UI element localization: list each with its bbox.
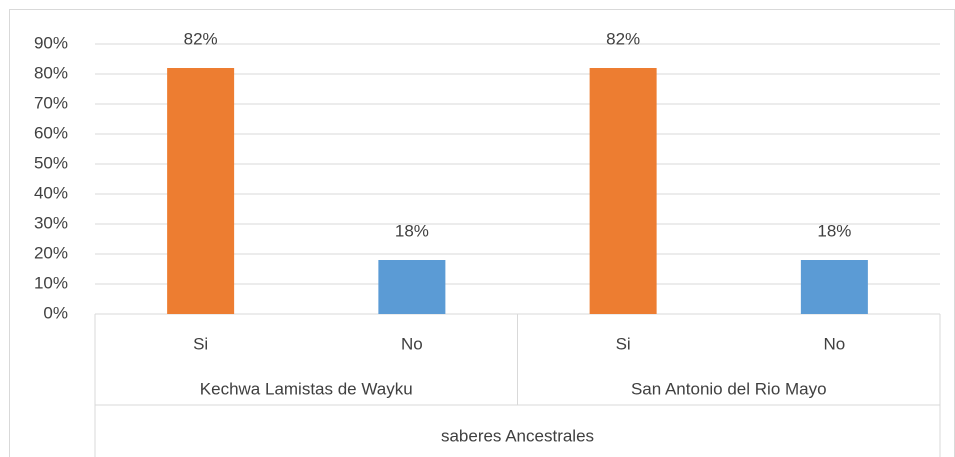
data-label: 82% [184, 29, 218, 48]
x-tick-label: Si [193, 334, 208, 353]
y-tick-label: 40% [34, 183, 68, 202]
y-tick-label: 70% [34, 93, 68, 112]
y-tick-label: 10% [34, 273, 68, 292]
y-tick-label: 30% [34, 213, 68, 232]
group-label: Kechwa Lamistas de Wayku [200, 379, 413, 398]
bar [378, 260, 446, 314]
group-label: San Antonio del Rio Mayo [631, 379, 827, 398]
data-label: 18% [395, 221, 429, 240]
bar [167, 68, 235, 314]
super-group-label: saberes Ancestrales [441, 426, 594, 445]
data-label: 18% [817, 221, 851, 240]
x-tick-label: No [824, 334, 846, 353]
bar [800, 260, 868, 314]
y-tick-label: 80% [34, 63, 68, 82]
y-tick-label: 50% [34, 153, 68, 172]
y-tick-label: 20% [34, 243, 68, 262]
y-tick-label: 90% [34, 33, 68, 52]
y-tick-label: 0% [43, 303, 68, 322]
y-tick-label: 60% [34, 123, 68, 142]
x-tick-label: Si [616, 334, 631, 353]
data-label: 82% [606, 29, 640, 48]
bar [589, 68, 657, 314]
x-tick-label: No [401, 334, 423, 353]
